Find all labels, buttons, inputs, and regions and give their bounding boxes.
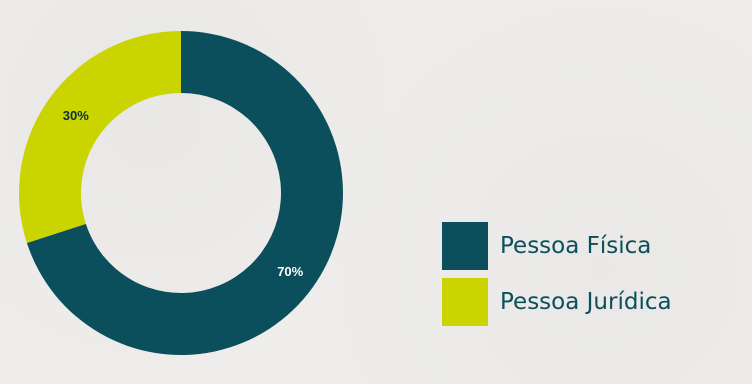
slice-pessoa-fisica [26, 31, 344, 356]
legend-item-pessoa-juridica: Pessoa Jurídica [442, 278, 672, 326]
legend-label-pessoa-juridica: Pessoa Jurídica [500, 289, 672, 315]
data-label-pessoa-juridica: 30% [63, 108, 89, 123]
data-label-pessoa-fisica: 70% [277, 264, 303, 279]
legend-swatch-pessoa-juridica [442, 278, 488, 326]
slice-pessoa-juridica [18, 31, 182, 244]
chart-legend: Pessoa Física Pessoa Jurídica [442, 222, 672, 334]
legend-swatch-pessoa-fisica [442, 222, 488, 270]
legend-label-pessoa-fisica: Pessoa Física [500, 233, 652, 259]
legend-item-pessoa-fisica: Pessoa Física [442, 222, 672, 270]
